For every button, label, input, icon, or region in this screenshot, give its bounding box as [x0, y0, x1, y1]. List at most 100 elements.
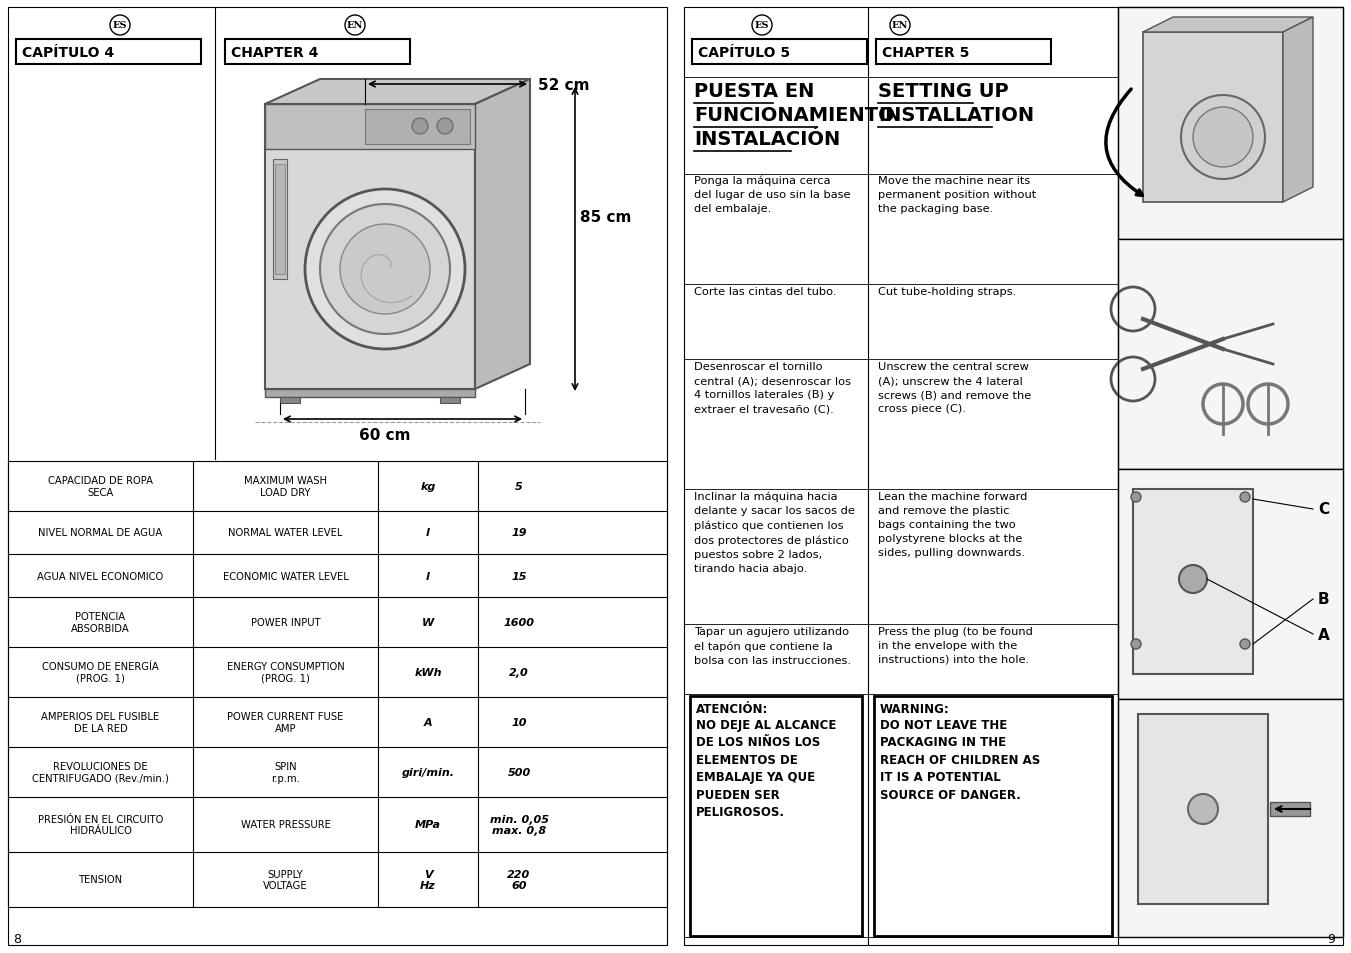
Text: 19: 19 [511, 528, 527, 537]
Text: ES: ES [112, 22, 127, 30]
Text: ATENCIÓN:: ATENCIÓN: [696, 702, 769, 716]
Text: MPa: MPa [415, 820, 440, 830]
Text: TENSION: TENSION [78, 875, 123, 884]
Text: SUPPLY
VOLTAGE: SUPPLY VOLTAGE [263, 869, 308, 890]
Text: 220
60: 220 60 [508, 869, 531, 890]
Circle shape [1188, 794, 1219, 824]
Text: NO DEJE AL ALCANCE
DE LOS NIÑOS LOS
ELEMENTOS DE
EMBALAJE YA QUE
PUEDEN SER
PELI: NO DEJE AL ALCANCE DE LOS NIÑOS LOS ELEM… [696, 719, 836, 819]
Circle shape [305, 190, 465, 350]
Text: 2,0: 2,0 [509, 667, 528, 678]
Bar [265, 390, 476, 397]
Text: NORMAL WATER LEVEL: NORMAL WATER LEVEL [228, 528, 343, 537]
Circle shape [320, 205, 450, 335]
Text: POTENCIA
ABSORBIDA: POTENCIA ABSORBIDA [72, 612, 130, 633]
Text: ENERGY CONSUMPTION
(PROG. 1): ENERGY CONSUMPTION (PROG. 1) [227, 661, 345, 683]
Text: 10: 10 [511, 718, 527, 727]
Bar [8, 8, 667, 945]
Text: Corte las cintas del tubo.: Corte las cintas del tubo. [694, 287, 836, 296]
Polygon shape [365, 110, 470, 145]
Text: 15: 15 [511, 571, 527, 581]
Polygon shape [1143, 18, 1313, 33]
Text: AMPERIOS DEL FUSIBLE
DE LA RED: AMPERIOS DEL FUSIBLE DE LA RED [42, 712, 159, 733]
Bar [1270, 802, 1310, 816]
Text: POWER CURRENT FUSE
AMP: POWER CURRENT FUSE AMP [227, 712, 343, 733]
Text: Inclinar la máquina hacia
delante y sacar los sacos de
plástico que contienen lo: Inclinar la máquina hacia delante y saca… [694, 492, 855, 574]
Text: WARNING:: WARNING: [880, 702, 950, 716]
Text: MAXIMUM WASH
LOAD DRY: MAXIMUM WASH LOAD DRY [245, 476, 327, 497]
Text: giri/min.: giri/min. [401, 767, 454, 778]
Circle shape [1131, 493, 1142, 502]
Text: A: A [424, 718, 432, 727]
Circle shape [1240, 493, 1250, 502]
Text: CAPÍTULO 4: CAPÍTULO 4 [22, 46, 113, 60]
Text: WATER PRESSURE: WATER PRESSURE [240, 820, 331, 830]
Bar [684, 8, 1343, 945]
Text: Lean the machine forward
and remove the plastic
bags containing the two
polystyr: Lean the machine forward and remove the … [878, 492, 1027, 558]
Text: CONSUMO DE ENERGÍA
(PROG. 1): CONSUMO DE ENERGÍA (PROG. 1) [42, 661, 159, 683]
Text: Press the plug (to be found
in the envelope with the
instructions) into the hole: Press the plug (to be found in the envel… [878, 626, 1034, 664]
Text: l: l [426, 528, 430, 537]
Text: Unscrew the central screw
(A); unscrew the 4 lateral
screws (B) and remove the
c: Unscrew the central screw (A); unscrew t… [878, 361, 1031, 414]
Text: 60 cm: 60 cm [359, 427, 411, 442]
Text: Cut tube-holding straps.: Cut tube-holding straps. [878, 287, 1016, 296]
Text: kg: kg [420, 481, 435, 492]
Bar [690, 697, 862, 936]
Bar [1119, 700, 1343, 937]
Text: W: W [422, 618, 434, 627]
Text: EN: EN [347, 22, 363, 30]
Text: DO NOT LEAVE THE
PACKAGING IN THE
REACH OF CHILDREN AS
IT IS A POTENTIAL
SOURCE : DO NOT LEAVE THE PACKAGING IN THE REACH … [880, 719, 1040, 801]
Circle shape [412, 119, 428, 135]
Text: Ponga la máquina cerca
del lugar de uso sin la base
del embalaje.: Ponga la máquina cerca del lugar de uso … [694, 175, 851, 214]
Text: l: l [426, 571, 430, 581]
Text: PRESIÓN EN EL CIRCUITO
HIDRÁULICO: PRESIÓN EN EL CIRCUITO HIDRÁULICO [38, 814, 163, 836]
Text: A: A [1319, 627, 1329, 641]
Polygon shape [265, 80, 530, 105]
Circle shape [1240, 639, 1250, 649]
Text: 8: 8 [14, 933, 22, 945]
Bar [1133, 490, 1252, 675]
Text: 85 cm: 85 cm [580, 210, 631, 224]
Circle shape [340, 225, 430, 314]
Text: FUNCIONAMIENTO: FUNCIONAMIENTO [694, 106, 894, 125]
Bar [273, 160, 286, 280]
Text: CAPÍTULO 5: CAPÍTULO 5 [698, 46, 790, 60]
Text: B: B [1319, 592, 1329, 607]
Text: CHAPTER 4: CHAPTER 4 [231, 46, 319, 60]
Text: EN: EN [892, 22, 908, 30]
Polygon shape [1283, 18, 1313, 203]
Bar [440, 397, 459, 403]
Circle shape [1193, 108, 1252, 168]
Text: PUESTA EN: PUESTA EN [694, 82, 815, 101]
Polygon shape [265, 105, 476, 390]
Text: kWh: kWh [415, 667, 442, 678]
Circle shape [436, 119, 453, 135]
Bar [1119, 8, 1343, 240]
Text: 5: 5 [515, 481, 523, 492]
Polygon shape [476, 80, 530, 390]
Text: 9: 9 [1327, 933, 1335, 945]
Bar [1138, 714, 1269, 904]
Text: ES: ES [755, 22, 769, 30]
Text: 1600: 1600 [504, 618, 535, 627]
Text: V
Hz: V Hz [420, 869, 436, 890]
Text: ECONOMIC WATER LEVEL: ECONOMIC WATER LEVEL [223, 571, 349, 581]
Text: INSTALACIÓN: INSTALACIÓN [694, 130, 840, 149]
Bar [226, 40, 409, 65]
Text: C: C [1319, 502, 1329, 517]
Bar [1119, 470, 1343, 700]
Text: SPIN
r.p.m.: SPIN r.p.m. [272, 761, 300, 783]
Text: NIVEL NORMAL DE AGUA: NIVEL NORMAL DE AGUA [38, 528, 162, 537]
Bar [1143, 33, 1283, 203]
Text: Move the machine near its
permanent position without
the packaging base.: Move the machine near its permanent posi… [878, 175, 1036, 213]
Circle shape [1179, 565, 1206, 594]
Text: INSTALLATION: INSTALLATION [878, 106, 1034, 125]
Text: 52 cm: 52 cm [538, 77, 589, 92]
Bar [692, 40, 867, 65]
Bar [16, 40, 201, 65]
Bar [280, 397, 300, 403]
Polygon shape [265, 105, 476, 150]
Bar [1119, 240, 1343, 470]
Text: CAPACIDAD DE ROPA
SECA: CAPACIDAD DE ROPA SECA [49, 476, 153, 497]
Text: Tapar un agujero utilizando
el tapón que contiene la
bolsa con las instrucciones: Tapar un agujero utilizando el tapón que… [694, 626, 851, 665]
Bar [276, 165, 285, 274]
